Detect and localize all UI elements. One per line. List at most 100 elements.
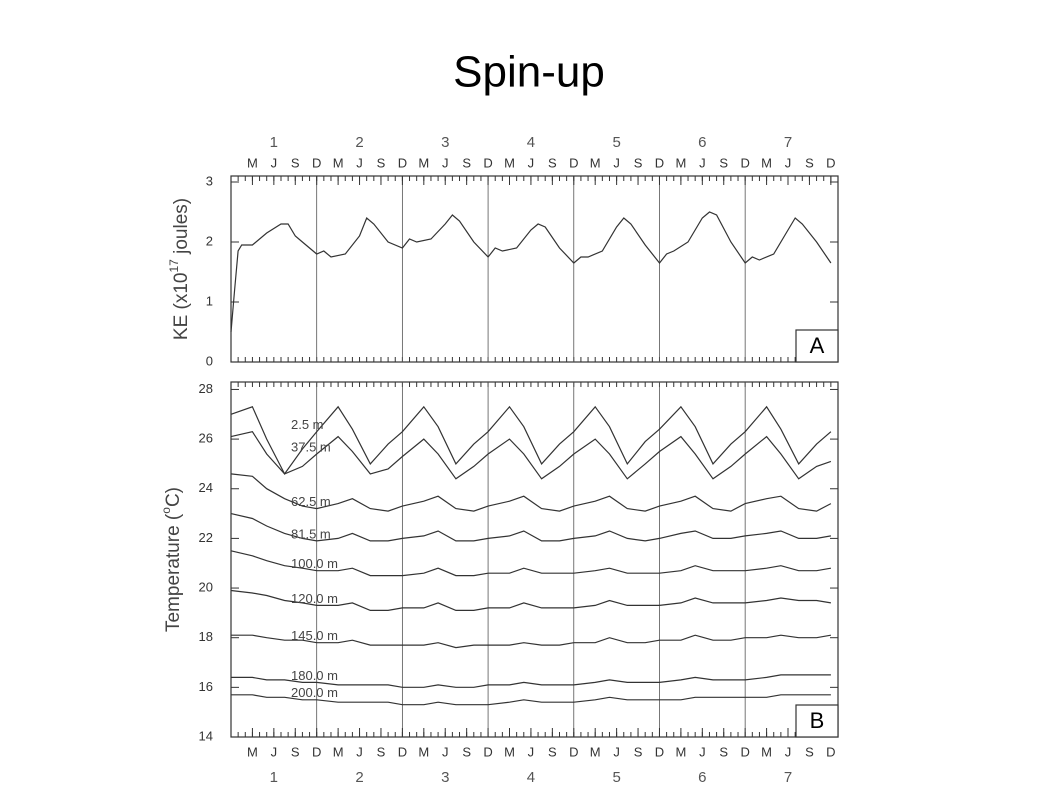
y-tick-label: 22: [199, 530, 213, 545]
year-label: 4: [527, 134, 535, 151]
panel-label-box: [795, 704, 839, 738]
y-tick-label: 28: [199, 381, 213, 396]
series-label: 180.0 m: [291, 668, 338, 683]
temperature-line: [230, 513, 832, 542]
y-tick-label: 1: [206, 293, 213, 308]
temperature-line: [230, 589, 831, 611]
y-tick-label: 2: [206, 233, 213, 248]
x-tick-label: D: [569, 744, 578, 759]
x-tick-label: S: [462, 744, 471, 759]
x-tick-label: M: [418, 744, 429, 759]
x-tick-label: J: [699, 744, 706, 759]
series-label: 120.0 m: [291, 591, 338, 606]
year-label: 6: [698, 769, 706, 786]
panel-label-box: [795, 329, 839, 363]
x-tick-label: S: [634, 155, 643, 170]
x-tick-label: S: [719, 744, 728, 759]
y-axis-label-text: Temperature (: [163, 513, 184, 632]
y-tick-label: 0: [206, 353, 213, 368]
x-tick-label: D: [655, 155, 664, 170]
temperature-line: [230, 473, 832, 512]
year-label: 5: [612, 134, 620, 151]
temperature-line: [231, 674, 831, 688]
x-tick-label: S: [548, 155, 557, 170]
y-axis-label-sup: o: [159, 507, 173, 514]
y-axis-label-text: KE (x10: [171, 273, 192, 341]
year-label: 4: [527, 769, 535, 786]
year-label: 5: [612, 769, 620, 786]
x-tick-label: M: [675, 155, 686, 170]
x-tick-label: M: [333, 744, 344, 759]
x-tick-label: D: [312, 744, 321, 759]
x-tick-label: D: [740, 744, 749, 759]
x-tick-label: S: [548, 744, 557, 759]
x-tick-label: S: [805, 155, 814, 170]
x-tick-label: S: [377, 744, 386, 759]
year-label: 6: [698, 134, 706, 151]
temperature-line: [230, 550, 832, 577]
year-label: 3: [441, 769, 449, 786]
x-tick-label: J: [356, 744, 363, 759]
temperature-line: [230, 405, 832, 476]
x-tick-label: D: [398, 744, 407, 759]
x-tick-label: M: [761, 744, 772, 759]
plot-frame: [230, 175, 839, 363]
y-tick-label: 16: [199, 679, 213, 694]
x-tick-label: D: [569, 155, 578, 170]
y-tick-label: 20: [199, 579, 213, 594]
x-tick-label: M: [333, 155, 344, 170]
x-tick-label: S: [634, 744, 643, 759]
ke-line: [230, 211, 832, 333]
x-tick-label: M: [504, 155, 515, 170]
x-tick-label: M: [247, 744, 258, 759]
panel-label: A: [810, 333, 825, 358]
x-tick-label: M: [675, 744, 686, 759]
x-tick-label: D: [740, 155, 749, 170]
panel-label: B: [810, 708, 825, 733]
y-axis-label: KE (x1017 joules): [167, 198, 192, 340]
series-label: 62.5 m: [291, 494, 331, 509]
temperature-line: [230, 431, 832, 480]
x-tick-label: J: [785, 744, 792, 759]
x-tick-label: J: [442, 744, 449, 759]
y-axis-label-suffix: joules): [171, 198, 192, 259]
x-tick-label: J: [613, 744, 620, 759]
x-tick-label: D: [483, 744, 492, 759]
y-tick-label: 14: [199, 728, 213, 743]
series-label: 2.5 m: [291, 417, 324, 432]
x-tick-label: S: [377, 155, 386, 170]
year-label: 1: [270, 769, 278, 786]
x-tick-label: J: [271, 744, 278, 759]
year-label: 3: [441, 134, 449, 151]
plot-frame: [230, 381, 839, 738]
x-tick-label: D: [655, 744, 664, 759]
year-label: 1: [270, 134, 278, 151]
series-label: 37.5 m: [291, 439, 331, 454]
year-label: 7: [784, 769, 792, 786]
x-tick-label: D: [398, 155, 407, 170]
temperature-line: [231, 694, 831, 706]
y-tick-label: 18: [199, 629, 213, 644]
year-label: 2: [355, 769, 363, 786]
x-tick-label: M: [504, 744, 515, 759]
series-label: 100.0 m: [291, 556, 338, 571]
year-label: 2: [355, 134, 363, 151]
y-axis-label-sup: 17: [167, 259, 181, 273]
temperature-line: [231, 634, 832, 649]
x-tick-label: M: [590, 155, 601, 170]
y-axis-label-suffix: C): [163, 487, 184, 507]
x-tick-label: D: [826, 155, 835, 170]
x-tick-label: S: [291, 155, 300, 170]
series-label: 200.0 m: [291, 685, 338, 700]
y-tick-label: 26: [199, 431, 213, 446]
x-tick-label: M: [761, 155, 772, 170]
x-tick-label: S: [291, 744, 300, 759]
x-tick-label: S: [719, 155, 728, 170]
x-tick-label: M: [247, 155, 258, 170]
x-tick-label: S: [462, 155, 471, 170]
x-tick-label: J: [271, 155, 278, 170]
y-tick-label: 3: [206, 173, 213, 188]
x-tick-label: J: [785, 155, 792, 170]
x-tick-label: D: [312, 155, 321, 170]
